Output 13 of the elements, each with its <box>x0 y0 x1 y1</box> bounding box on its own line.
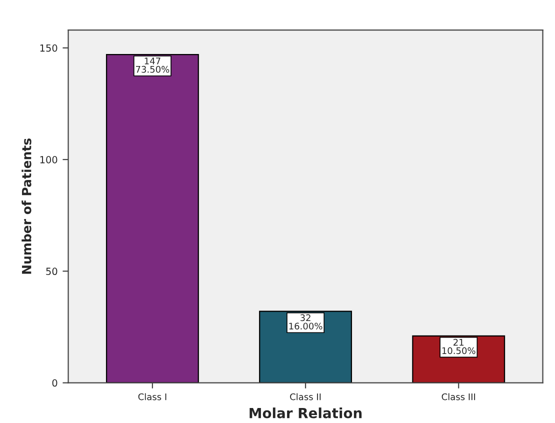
y-tick-label: 0 <box>52 379 58 387</box>
x-axis-title: Molar Relation <box>250 408 362 418</box>
x-tick-label: Class III <box>442 393 476 400</box>
data-label: 21 10.50% <box>442 338 476 354</box>
y-tick-label: 150 <box>40 44 58 52</box>
y-tick-label: 100 <box>40 156 58 164</box>
x-tick-label: Class II <box>290 393 321 400</box>
y-tick-label: 50 <box>46 268 58 276</box>
y-axis-title: Number of Patients <box>22 138 32 274</box>
bar <box>106 54 199 383</box>
data-label: 32 16.00% <box>289 314 322 330</box>
x-tick-label: Class I <box>138 393 166 400</box>
data-label: 147 73.50% <box>136 58 170 73</box>
